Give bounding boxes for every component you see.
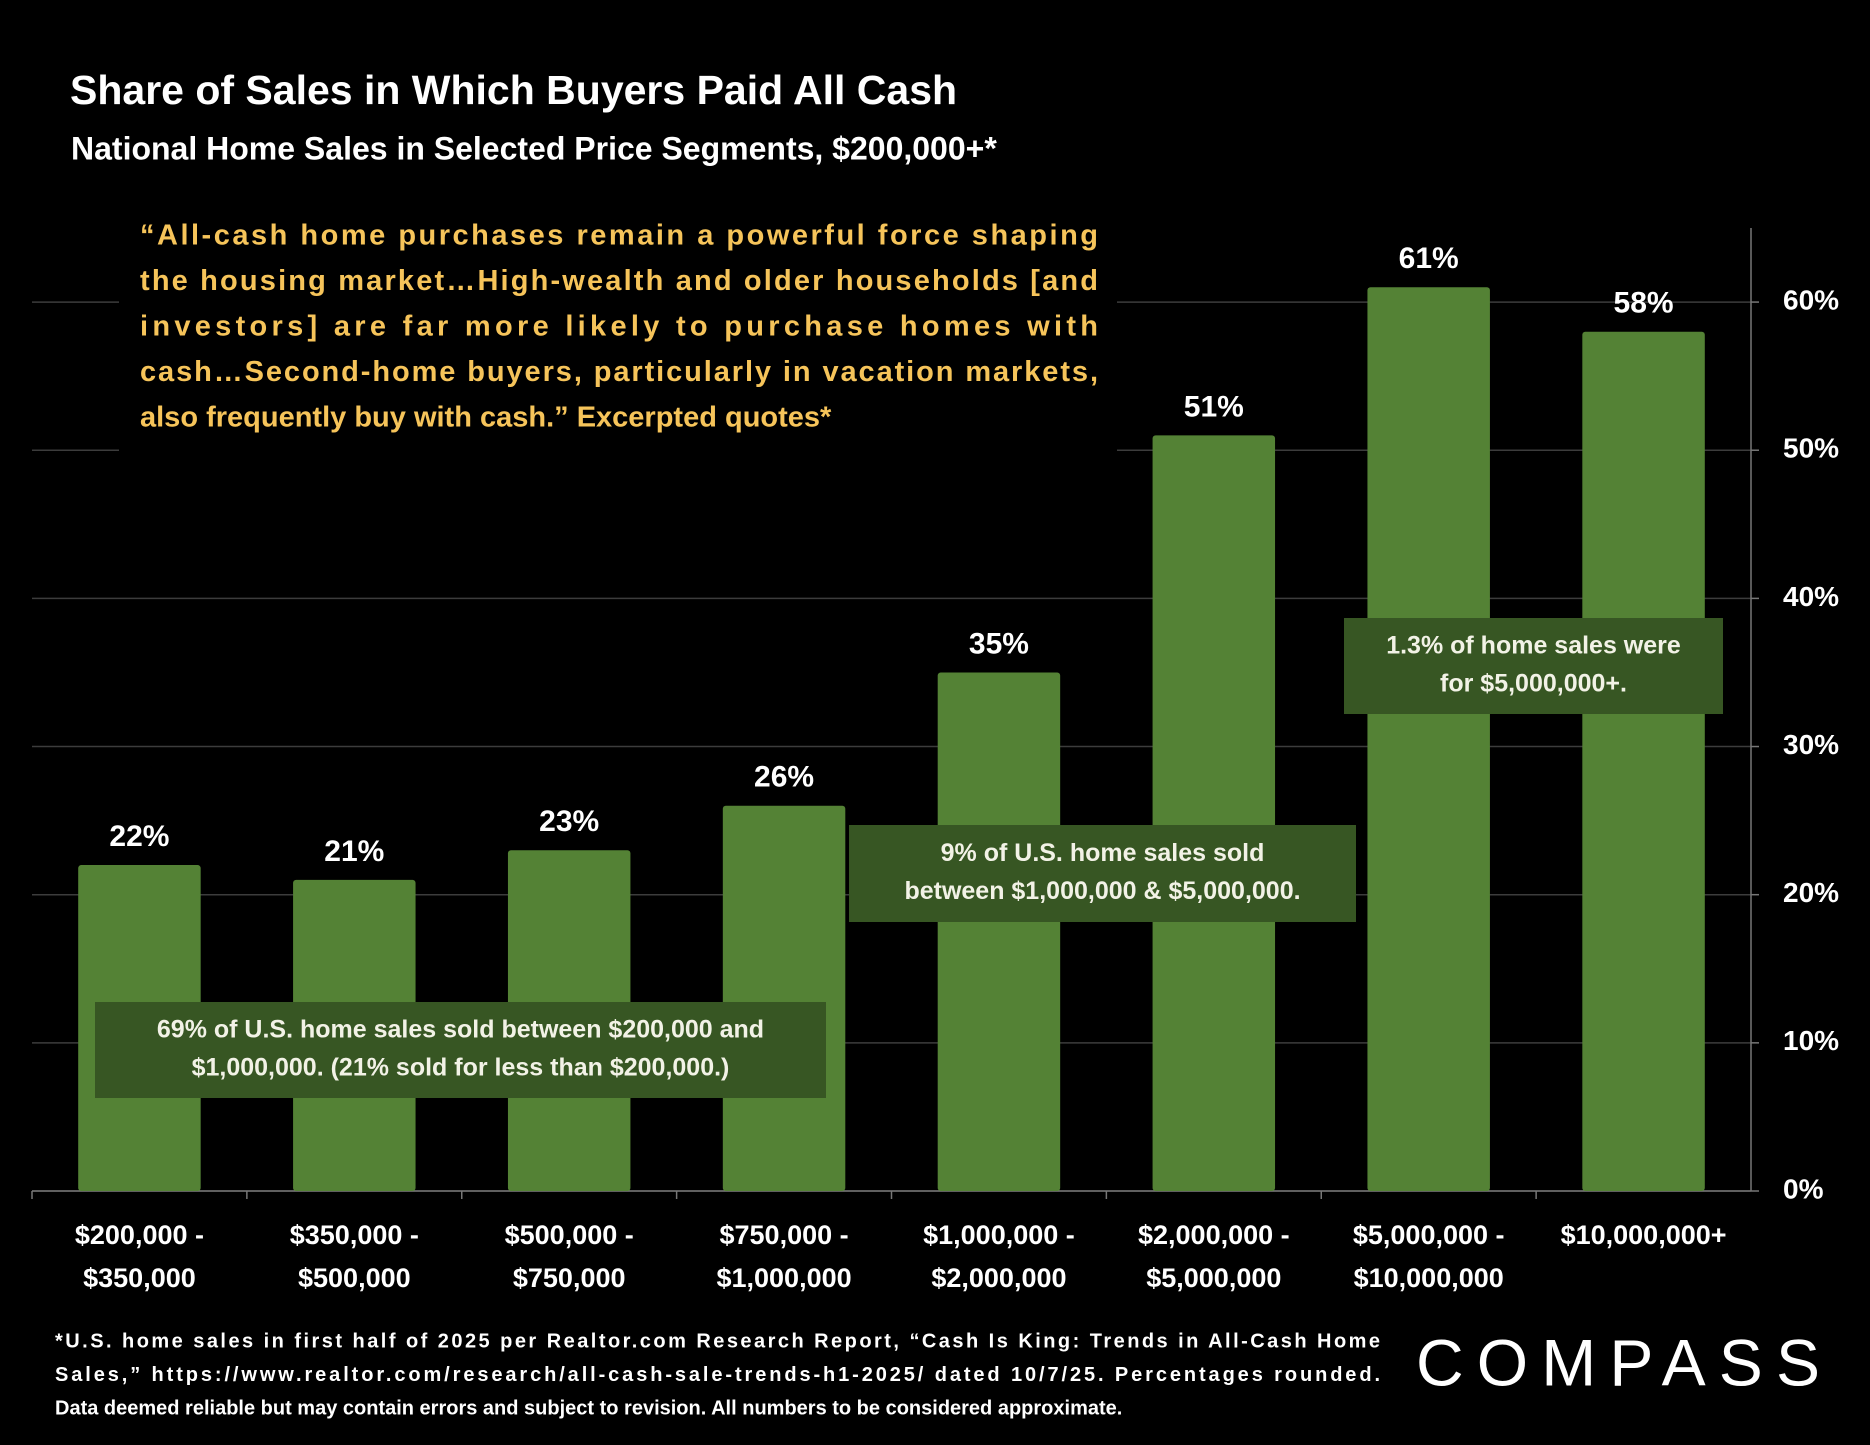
annotation-text: between $1,000,000 & $5,000,000. [904,877,1300,905]
y-tick-label: 20% [1783,877,1839,908]
y-tick-label: 60% [1783,284,1839,315]
annotation-box [849,825,1356,922]
quote-line: the housing market…High-wealth and older… [140,265,1098,297]
x-tick-label: $10,000,000+ [1561,1220,1727,1250]
x-tick-label: $750,000 - [720,1220,849,1250]
x-tick-label: $1,000,000 [716,1263,851,1293]
x-tick-label: $350,000 [83,1263,196,1293]
x-tick-label: $200,000 - [75,1220,204,1250]
x-tick-label: $5,000,000 - [1353,1220,1505,1250]
value-label: 51% [1184,390,1244,423]
quote-line: “All-cash home purchases remain a powerf… [140,220,1098,252]
annotation-text: 9% of U.S. home sales sold [941,839,1265,867]
value-label: 35% [969,627,1029,660]
x-tick-label: $10,000,000 [1354,1263,1504,1293]
quote-line: investors] are far more likely to purcha… [140,311,1098,343]
quote-line: also frequently buy with cash.” Excerpte… [140,402,832,434]
footnote-line: Data deemed reliable but may contain err… [55,1397,1122,1419]
quote-panel [119,215,1117,455]
chart-subtitle: National Home Sales in Selected Price Se… [71,130,997,166]
bar [1367,287,1490,1191]
y-tick-label: 40% [1783,581,1839,612]
annotation-text: 1.3% of home sales were [1386,632,1681,660]
bar [722,805,846,1191]
annotation-text: 69% of U.S. home sales sold between $200… [157,1016,764,1044]
value-label: 58% [1614,287,1674,320]
y-tick-label: 0% [1783,1173,1824,1204]
x-tick-label: $750,000 [513,1263,626,1293]
value-label: 21% [324,835,384,868]
y-tick-label: 10% [1783,1025,1839,1056]
annotation-text: for $5,000,000+. [1440,670,1627,698]
y-tick-label: 50% [1783,433,1839,464]
footnote-line: *U.S. home sales in first half of 2025 p… [55,1330,1380,1352]
bar [1582,331,1705,1191]
value-label: 22% [109,820,169,853]
chart-title: Share of Sales in Which Buyers Paid All … [70,67,957,113]
annotation-box [95,1002,826,1098]
value-label: 61% [1399,242,1459,275]
x-tick-label: $2,000,000 [931,1263,1066,1293]
annotation-box [1344,618,1723,714]
bar [1152,435,1276,1191]
x-tick-label: $1,000,000 - [923,1220,1075,1250]
x-tick-label: $500,000 [298,1263,411,1293]
quote-line: cash…Second-home buyers, particularly in… [140,356,1098,388]
x-tick-label: $350,000 - [290,1220,419,1250]
bar [937,672,1061,1191]
footnote-line: Sales,” https://www.realtor.com/research… [55,1364,1380,1386]
value-label: 23% [539,805,599,838]
logo: COMPASS [1416,1325,1820,1399]
value-label: 26% [754,761,814,794]
x-tick-label: $500,000 - [505,1220,634,1250]
x-tick-label: $5,000,000 [1146,1263,1281,1293]
annotation-text: $1,000,000. (21% sold for less than $200… [192,1054,730,1082]
y-tick-label: 30% [1783,729,1839,760]
x-tick-label: $2,000,000 - [1138,1220,1290,1250]
